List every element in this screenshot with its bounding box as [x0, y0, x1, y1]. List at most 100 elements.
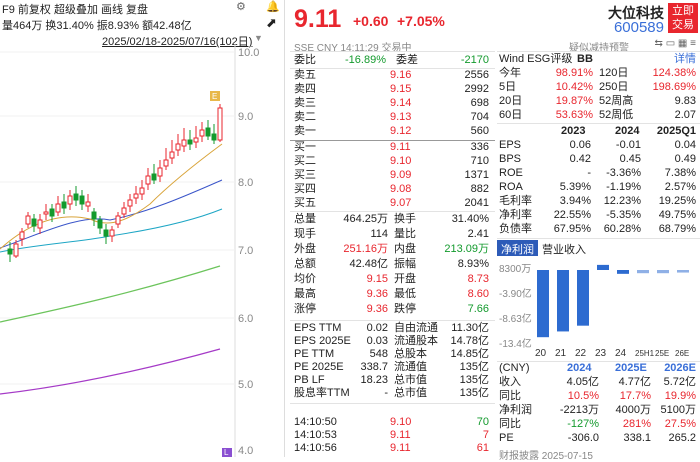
- bids-label: 买一: [294, 141, 316, 153]
- tick-9: 9.0: [238, 111, 253, 123]
- candle: [79, 195, 85, 205]
- asks-price: 9.12: [390, 125, 412, 137]
- date-range[interactable]: 2025/02/18-2025/07/16(102日): [102, 36, 253, 48]
- bids-row[interactable]: 买三 9.09 1371: [290, 169, 495, 182]
- fund-value-b: 135亿: [459, 361, 489, 373]
- candle: [19, 231, 25, 240]
- profit-bar[interactable]: [577, 270, 589, 326]
- fc-row: 同比 10.5% 17.7% 19.9%: [497, 390, 700, 403]
- trade-button[interactable]: 立即交易: [668, 3, 698, 33]
- asks-volume: 704: [470, 111, 489, 123]
- asks-row[interactable]: 卖一 9.12 560: [290, 125, 495, 138]
- profit-bar[interactable]: [537, 270, 549, 338]
- asks-row[interactable]: 卖二 9.13 704: [290, 111, 495, 124]
- perf-row: 5日 10.42% 250日 198.69%: [497, 81, 700, 94]
- bell-icon[interactable]: 🔔: [266, 1, 280, 13]
- stats-label-b: 振幅: [394, 258, 416, 270]
- tick-6: 6.0: [238, 313, 253, 325]
- stats-row: 均价 9.15 开盘 8.73: [290, 273, 495, 286]
- stock-code: 600589: [613, 19, 664, 36]
- info-panel: 大位科技 600589 立即交易 疑似减持预警 ⇆ ▭ ▦ ≡ Wind ESG…: [497, 0, 700, 462]
- fund-value-a: 548: [369, 348, 388, 360]
- bar-ylabel: -8.63亿: [499, 312, 532, 325]
- toolbar-icons[interactable]: ⇆ ▭ ▦ ≡: [654, 38, 696, 49]
- fc-head-2025e: 2025E: [615, 362, 647, 374]
- fc-2026e: 5100万: [660, 404, 696, 416]
- weicha-label: 委差: [396, 54, 418, 66]
- fc-2024: 10.5%: [567, 390, 599, 402]
- perf-label-a: 今年: [499, 67, 521, 79]
- profit-bar[interactable]: [557, 270, 569, 332]
- perf-value-a: 98.91%: [555, 67, 593, 79]
- stats-label-a: 总额: [294, 258, 316, 270]
- fin-2025q1: 19.25%: [658, 195, 696, 207]
- profit-bar[interactable]: [597, 264, 609, 270]
- profit-bar[interactable]: [677, 270, 689, 273]
- fund-value-b: 14.78亿: [450, 335, 489, 347]
- fc-2024: -306.0: [567, 432, 599, 444]
- profit-bar[interactable]: [637, 270, 649, 274]
- perf-label-a: 20日: [499, 95, 523, 107]
- perf-row: 20日 19.87% 52周高 9.83: [497, 95, 700, 108]
- fin-label: 净利率: [499, 209, 532, 221]
- asks-row[interactable]: 卖三 9.14 698: [290, 97, 495, 110]
- asks-row[interactable]: 卖五 9.16 2556: [290, 69, 495, 82]
- stats-label-a: 最高: [294, 288, 316, 300]
- candle: [85, 201, 91, 207]
- fin-row: 净利率 22.55% -5.35% 49.75%: [497, 209, 700, 222]
- stats-label-a: 外盘: [294, 243, 316, 255]
- fund-value-b: 14.85亿: [450, 348, 489, 360]
- stats-value-b: 8.73: [467, 273, 489, 285]
- stats-label-b: 跌停: [394, 303, 416, 315]
- fin-row: EPS 0.06 -0.01 0.04: [497, 139, 700, 152]
- fin-2025q1: 2.57%: [664, 181, 696, 193]
- fc-2024: -2213万: [559, 404, 599, 416]
- fund-label-b: 总市值: [394, 374, 427, 386]
- tab-revenue[interactable]: 营业收入: [542, 244, 586, 256]
- bids-label: 买五: [294, 197, 316, 209]
- gear-icon[interactable]: ⚙: [236, 1, 246, 13]
- esg-label: Wind ESG评级: [499, 53, 573, 65]
- candle: [133, 193, 139, 199]
- candle: [73, 193, 79, 201]
- perf-row: 60日 53.63% 52周低 2.07: [497, 109, 700, 122]
- perf-label-a: 60日: [499, 109, 523, 121]
- fund-label-b: 总市值: [394, 387, 427, 399]
- chart-toolbar[interactable]: F9 前复权 超级叠加 画线 复盘: [2, 4, 149, 16]
- fund-value-a: 338.7: [360, 361, 388, 373]
- candle: [157, 167, 163, 177]
- fin-2024: -0.01: [615, 139, 641, 151]
- bar-xlabel: 24: [615, 348, 627, 359]
- tick-price: 9.11: [390, 429, 411, 441]
- candle: [67, 195, 73, 205]
- bids-row[interactable]: 买一 9.11 336: [290, 141, 495, 154]
- bids-volume: 2041: [464, 197, 489, 209]
- bids-row[interactable]: 买五 9.07 2041: [290, 197, 495, 210]
- fund-value-a: 0.02: [366, 322, 388, 334]
- fund-row: PE 2025E 338.7 流通值 135亿: [290, 361, 495, 374]
- asks-row[interactable]: 卖四 9.15 2992: [290, 83, 495, 96]
- profit-bar[interactable]: [657, 270, 669, 274]
- fund-label-b: 总股本: [394, 348, 427, 360]
- fin-label: ROA: [499, 181, 523, 193]
- warning-text[interactable]: 疑似减持预警: [569, 43, 629, 54]
- candle: [61, 201, 67, 209]
- chevron-down-icon[interactable]: ▼: [254, 33, 263, 43]
- kline-panel: F9 前复权 超级叠加 画线 复盘 ⚙ 🔔 量464万 换31.40% 振8.9…: [0, 0, 285, 457]
- last-price: 9.11: [294, 5, 342, 33]
- chart-stats: 量464万 换31.40% 振8.93% 额42.48亿: [2, 17, 192, 33]
- bar-ylabel: -3.90亿: [499, 287, 532, 300]
- esg-detail-link[interactable]: 详情: [674, 53, 696, 65]
- fund-value-a: -: [384, 387, 388, 399]
- bids-row[interactable]: 买四 9.08 882: [290, 183, 495, 196]
- tab-net-profit[interactable]: 净利润: [497, 240, 538, 256]
- fin-2025q1: 49.75%: [658, 209, 696, 221]
- stats-row: 外盘 251.16万 内盘 213.09万: [290, 243, 495, 256]
- profit-bar[interactable]: [617, 270, 629, 274]
- candle: [43, 211, 49, 215]
- expand-icon[interactable]: ⬈: [266, 15, 277, 30]
- bids-row[interactable]: 买二 9.10 710: [290, 155, 495, 168]
- bids-price: 9.10: [390, 155, 412, 167]
- stats-value-a: 464.25万: [343, 213, 388, 225]
- candle: [31, 218, 37, 227]
